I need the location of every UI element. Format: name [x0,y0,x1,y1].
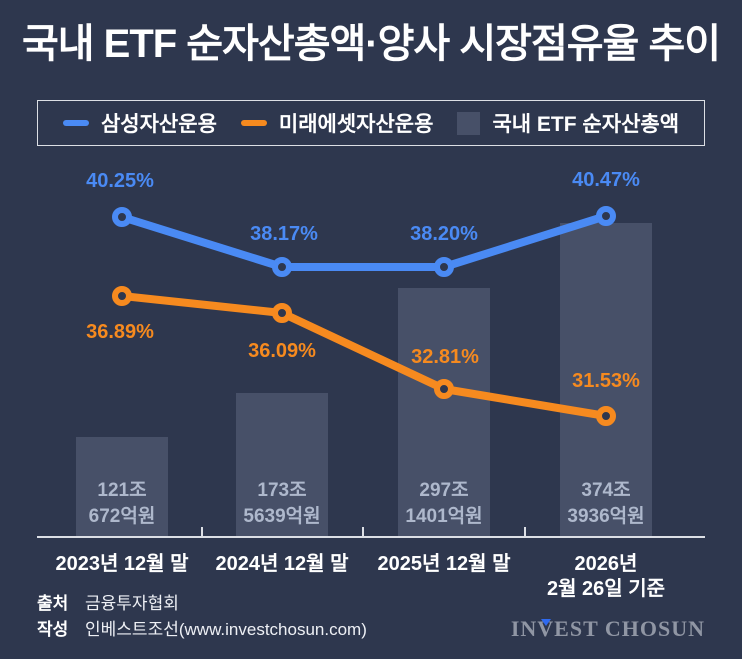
chart-title: 국내 ETF 순자산총액·양사 시장점유율 추이 [21,22,721,66]
x-label-2024: 2024년 12월 말 [182,552,382,577]
samsung-marker-2023 [112,207,132,227]
bar-value-2025-line1: 297조 [419,480,469,501]
x-axis-tick-1 [201,527,203,538]
bar-value-2024-line2: 5639억원 [243,506,321,527]
bar-value-2026-line1: 374조 [581,480,631,501]
bar-value-2024: 173조 5639억원 [243,478,320,538]
samsung-marker-2026 [596,206,616,226]
x-label-2026-line2: 2월 26일 기준 [546,578,666,600]
credit-row: 작성 인베스트조선(www.investchosun.com) [37,617,367,643]
samsung-marker-2025 [434,257,454,277]
x-label-2025-line1: 2025년 12월 말 [377,553,511,575]
legend: 삼성자산운용 미래에셋자산운용 국내 ETF 순자산총액 [37,100,705,146]
legend-item-samsung: 삼성자산운용 [62,108,217,138]
source-value: 금융투자협회 [85,594,179,613]
legend-label-total-aum: 국내 ETF 순자산총액 [492,113,680,136]
mirae-point-label-2025: 32.81% [411,346,479,368]
bar-value-2024-line1: 173조 [257,480,307,501]
bar-value-2026-line2: 3936억원 [567,506,645,527]
samsung-point-label-2024: 38.17% [250,223,318,245]
bar-value-2025: 297조 1401억원 [405,478,482,538]
bar-value-2023: 121조 672억원 [89,478,156,538]
samsung-point-label-2025: 38.20% [410,223,478,245]
mirae-line-swatch-icon [240,120,267,126]
samsung-point-label-2023: 40.25% [86,170,154,192]
x-label-2026: 2026년 2월 26일 기준 [506,552,706,602]
total-aum-bar-swatch-icon [457,111,481,135]
invest-chosun-logo: INVEST CHOSUN [511,616,705,642]
footer: 출처 금융투자협회 작성 인베스트조선(www.investchosun.com… [37,591,367,643]
mirae-point-label-2024: 36.09% [248,340,316,362]
bar-value-2026: 374조 3936억원 [567,478,644,538]
mirae-marker-2024 [272,303,292,323]
credit-value: 인베스트조선(www.investchosun.com) [85,620,367,639]
samsung-point-label-2026: 40.47% [572,169,640,191]
bar-2023: 121조 672억원 [76,437,168,538]
source-label: 출처 [37,594,69,613]
legend-item-mirae: 미래에셋자산운용 [240,108,434,138]
bar-2024: 173조 5639억원 [236,393,328,538]
mirae-point-label-2023: 36.89% [86,321,154,343]
source-row: 출처 금융투자협회 [37,591,367,617]
x-label-2026-line1: 2026년 [574,553,638,575]
logo-v-accent-icon [540,619,551,626]
bar-value-2023-line1: 121조 [97,480,147,501]
mirae-point-label-2026: 31.53% [572,370,640,392]
x-label-2023: 2023년 12월 말 [22,552,222,577]
legend-label-samsung: 삼성자산운용 [100,113,217,136]
x-label-2024-line1: 2024년 12월 말 [215,553,349,575]
bar-value-2025-line2: 1401억원 [405,506,483,527]
bar-value-2023-line2: 672억원 [88,506,156,527]
mirae-marker-2023 [112,286,132,306]
x-axis-tick-2 [362,527,364,538]
x-axis-tick-3 [524,527,526,538]
samsung-marker-2024 [272,257,292,277]
x-label-2025: 2025년 12월 말 [344,552,544,577]
samsung-line [118,212,610,271]
legend-item-total-aum: 국내 ETF 순자산총액 [457,108,679,138]
bar-2025: 297조 1401억원 [398,288,490,538]
mirae-line [118,292,610,420]
legend-label-mirae: 미래에셋자산운용 [278,113,434,136]
credit-label: 작성 [37,620,69,639]
x-axis-line [37,536,705,538]
x-label-2023-line1: 2023년 12월 말 [55,553,189,575]
samsung-line-swatch-icon [62,120,89,126]
